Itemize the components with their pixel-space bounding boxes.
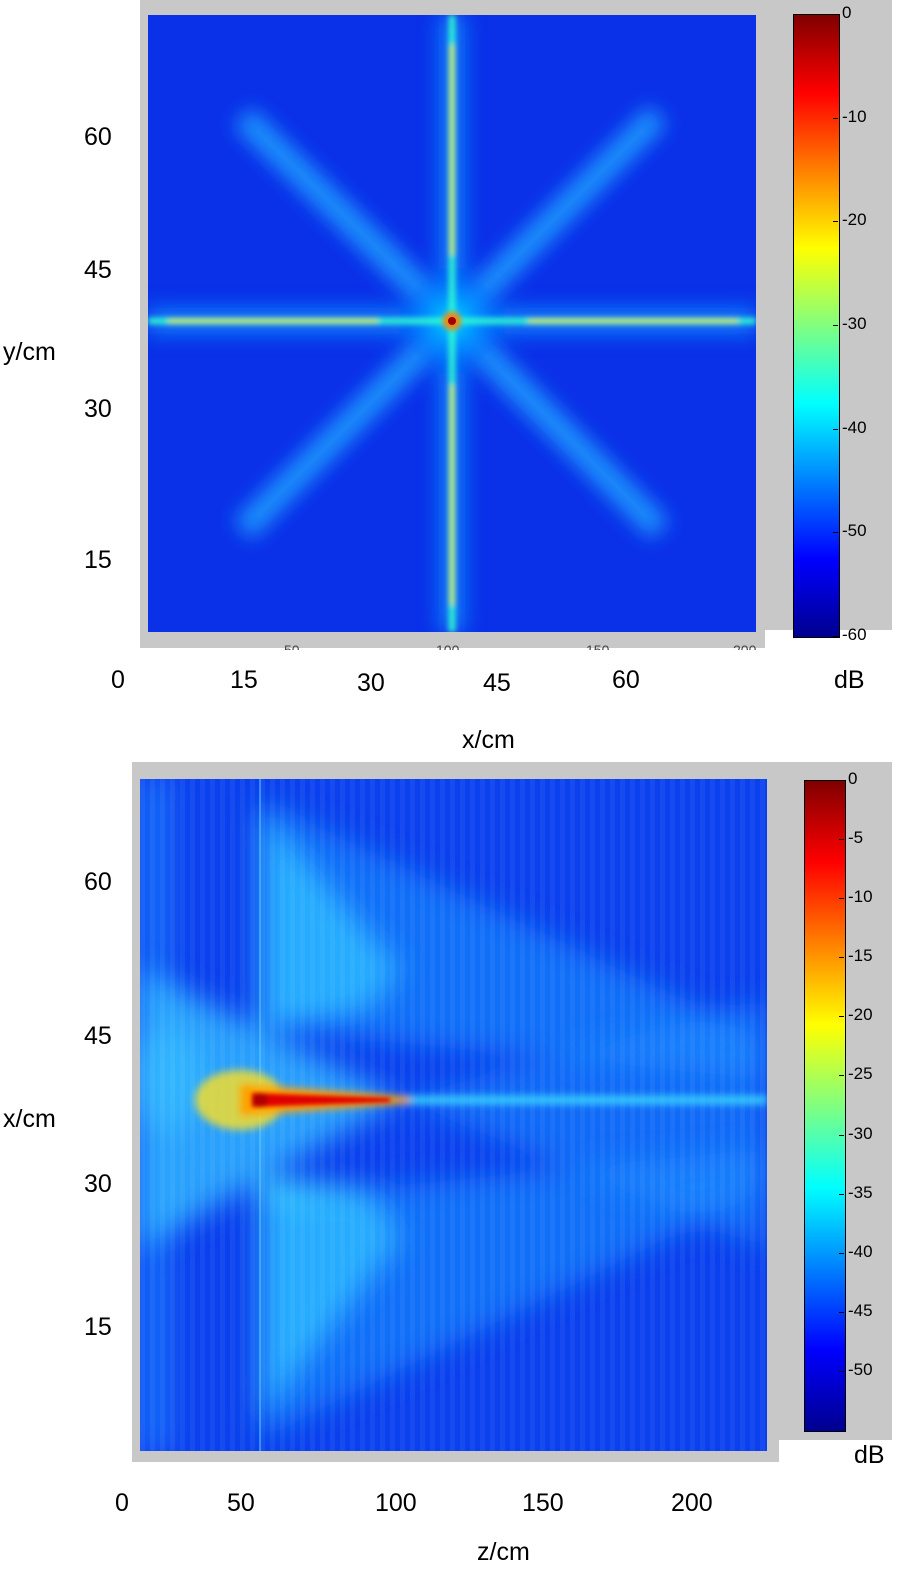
colorbar-tick-mark (839, 1370, 844, 1372)
colorbar-tick-label: -25 (848, 1064, 873, 1084)
plot1-heatmap (148, 15, 756, 632)
colorbar-tick-label: -10 (842, 106, 867, 126)
plot2-colorbar-label: dB (854, 1441, 885, 1469)
colorbar-tick-label: -10 (848, 887, 873, 907)
plot2-x-tick: 150 (522, 1489, 564, 1517)
colorbar-tick-label: -40 (848, 1241, 873, 1261)
colorbar-tick-mark (839, 1252, 844, 1254)
plot1-colorbar-label: dB (834, 666, 865, 694)
colorbar-tick-label: -30 (848, 1123, 873, 1143)
plot2-y-tick: 30 (84, 1170, 112, 1198)
colorbar-tick-mark (833, 428, 838, 430)
plot2-y-tick: 60 (84, 868, 112, 896)
colorbar-tick-label: -30 (842, 314, 867, 333)
colorbar-tick-mark (833, 636, 838, 637)
colorbar-tick-label: -50 (842, 521, 867, 541)
plot1-x-tick: 60 (612, 666, 640, 694)
plot2-heatmap (140, 779, 767, 1451)
plot2-colorbar (804, 780, 846, 1432)
plot2-y-tick: 45 (84, 1022, 112, 1050)
colorbar-tick-mark (833, 221, 838, 223)
plot1-x-tick: 30 (357, 669, 385, 697)
colorbar-tick-label: -20 (848, 1005, 873, 1025)
plot2-x-label: z/cm (477, 1538, 530, 1566)
colorbar-tick-mark (833, 325, 838, 326)
colorbar-tick-label: -40 (842, 417, 867, 437)
plot1-colorbar (793, 14, 840, 638)
plot2-x-tick: 0 (115, 1489, 129, 1517)
plot1-y-label: y/cm (3, 338, 56, 366)
colorbar-tick-mark (839, 1134, 844, 1136)
plot2-focal-core (252, 1093, 390, 1107)
plot1-x-tick: 0 (111, 666, 125, 694)
plot1-y-tick: 30 (84, 395, 112, 423)
plot1-ghost-ticks: 50 (284, 642, 300, 650)
colorbar-tick-label: -20 (842, 210, 867, 230)
colorbar-tick-mark (833, 14, 838, 15)
plot1-x-tick: 45 (483, 669, 511, 697)
colorbar-tick-label: -60 (842, 625, 867, 644)
plot2-x-tick: 100 (375, 1489, 417, 1517)
colorbar-tick-mark (833, 117, 838, 119)
colorbar-tick-mark (839, 1075, 844, 1077)
plot2-y-tick: 15 (84, 1313, 112, 1341)
plot1-x-label: x/cm (462, 726, 515, 754)
colorbar-tick-mark (839, 1016, 844, 1018)
plot1-y-tick: 60 (84, 123, 112, 151)
plot1-y-tick: 15 (84, 546, 112, 574)
colorbar-tick-mark (839, 780, 844, 781)
colorbar-tick-mark (839, 957, 844, 959)
plot1-x-tick: 15 (230, 666, 258, 694)
colorbar-tick-label: -50 (848, 1359, 873, 1379)
colorbar-tick-label: 0 (848, 769, 858, 788)
colorbar-tick-label: -5 (848, 828, 864, 848)
colorbar-tick-mark (839, 1193, 844, 1195)
plot1-y-tick: 45 (84, 256, 112, 284)
plot2-x-tick: 200 (671, 1489, 713, 1517)
colorbar-tick-mark (839, 839, 844, 841)
plot2-y-label: x/cm (3, 1105, 56, 1133)
colorbar-tick-mark (839, 898, 844, 900)
colorbar-tick-label: -45 (848, 1300, 873, 1320)
plot1-peak-point (448, 317, 456, 325)
colorbar-tick-mark (839, 1311, 844, 1313)
colorbar-tick-label: -15 (848, 946, 873, 966)
colorbar-tick-mark (833, 532, 838, 534)
colorbar-tick-label: -35 (848, 1182, 873, 1202)
plot2-x-tick: 50 (227, 1489, 255, 1517)
colorbar-tick-label: 0 (842, 3, 852, 22)
